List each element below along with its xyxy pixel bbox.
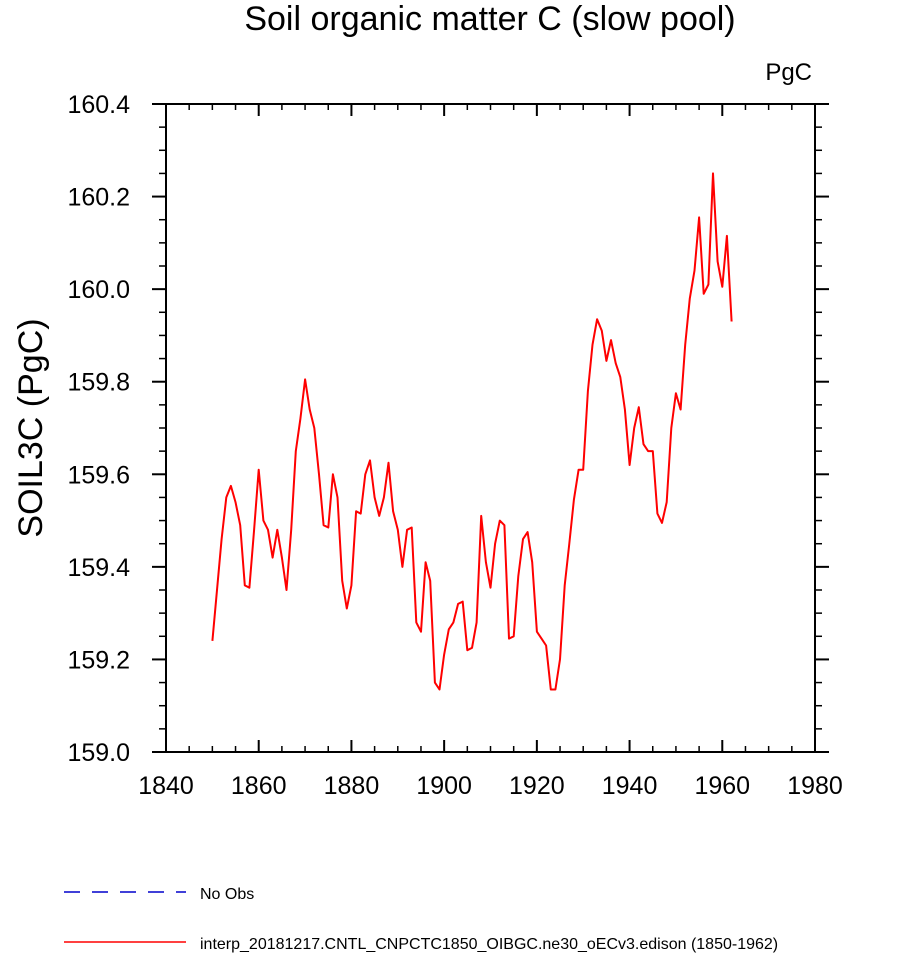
y-tick-label: 160.2: [67, 184, 130, 212]
x-tick-label: 1980: [787, 772, 843, 800]
y-tick-label: 159.6: [67, 461, 130, 489]
x-tick-label: 1860: [231, 772, 287, 800]
series-line: [211, 172, 733, 691]
y-axis-label: SOIL3C (PgC): [12, 318, 50, 537]
x-tick-label: 1900: [416, 772, 472, 800]
x-tick-label: 1920: [509, 772, 565, 800]
legend-label-1: interp_20181217.CNTL_CNPCTC1850_OIBGC.ne…: [200, 936, 778, 953]
y-tick-label: 160.0: [67, 276, 130, 304]
plot-frame: [165, 103, 816, 753]
plot-axes: 1840 1860 1880 1900 1920 1940 1960 1980 159.0 159…: [67, 91, 842, 800]
units-label: PgC: [765, 59, 812, 86]
chart-title: Soil organic matter C (slow pool): [244, 0, 735, 38]
legend-label-0: No Obs: [200, 886, 254, 903]
y-tick-label: 159.8: [67, 369, 130, 397]
y-tick-label: 160.4: [67, 91, 130, 119]
series-layer: [211, 172, 733, 691]
legend: No Obs interp_20181217.CNTL_CNPCTC1850_OI…: [64, 886, 778, 953]
x-tick-label: 1840: [138, 772, 194, 800]
x-tick-label: 1940: [602, 772, 658, 800]
y-tick-label: 159.4: [67, 554, 130, 582]
x-tick-label: 1880: [324, 772, 380, 800]
y-tick-label: 159.2: [67, 646, 130, 674]
x-tick-label: 1960: [694, 772, 750, 800]
y-tick-label: 159.0: [67, 739, 130, 767]
